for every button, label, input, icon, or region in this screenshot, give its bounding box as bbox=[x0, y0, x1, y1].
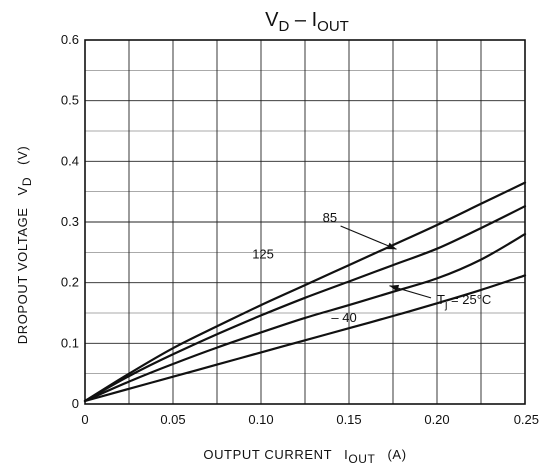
series-line bbox=[83, 181, 527, 403]
annotation-leaders bbox=[340, 225, 432, 299]
x-tick-label: 0.20 bbox=[424, 412, 449, 427]
title-dash: – bbox=[289, 9, 311, 31]
y-axis-label-text: DROPOUT VOLTAGE bbox=[15, 207, 30, 344]
x-axis-label-text: OUTPUT CURRENT bbox=[203, 447, 332, 462]
y-axis-unit: (V) bbox=[15, 146, 30, 165]
x-tick-label: 0.15 bbox=[336, 412, 361, 427]
y-axis-label: DROPOUT VOLTAGE VD (V) bbox=[15, 146, 34, 345]
leader-arrowhead bbox=[386, 242, 397, 250]
x-tick-label: 0 bbox=[81, 412, 88, 427]
y-tick-label: 0.3 bbox=[61, 214, 79, 229]
series-label: 85 bbox=[323, 210, 337, 225]
major-gridlines bbox=[85, 40, 525, 404]
y-tick-label: 0.1 bbox=[61, 335, 79, 350]
x-tick-labels: 0 0.05 0.10 0.15 0.20 0.25 bbox=[81, 412, 539, 427]
series-line bbox=[83, 274, 527, 403]
y-tick-label: 0.4 bbox=[61, 153, 79, 168]
leader-arrowhead bbox=[389, 284, 400, 292]
y-axis-symbol: V bbox=[15, 186, 30, 195]
plot-frame bbox=[84, 39, 526, 405]
y-axis-symbol-sub: D bbox=[20, 177, 34, 186]
series-label: 125 bbox=[252, 246, 274, 261]
y-tick-label: 0 bbox=[72, 396, 79, 411]
series-line bbox=[83, 205, 527, 403]
series-label: Tj = 25°C bbox=[437, 292, 491, 311]
y-tick-label: 0.2 bbox=[61, 275, 79, 290]
y-tick-label: 0.5 bbox=[61, 93, 79, 108]
title-second-sub: OUT bbox=[317, 18, 349, 35]
x-tick-label: 0.05 bbox=[160, 412, 185, 427]
title-second: I bbox=[312, 9, 318, 31]
chart-title: VD – IOUT bbox=[265, 9, 349, 35]
y-tick-labels: 0 0.1 0.2 0.3 0.4 0.5 0.6 bbox=[61, 32, 79, 411]
series-curves bbox=[83, 181, 527, 403]
leader-line bbox=[340, 225, 397, 250]
title-main: V bbox=[265, 9, 279, 31]
series-label: – 40 bbox=[331, 310, 356, 325]
minor-gridlines bbox=[85, 70, 525, 374]
x-axis-symbol: I bbox=[344, 447, 348, 462]
x-tick-label: 0.10 bbox=[248, 412, 273, 427]
x-axis-label: OUTPUT CURRENT IOUT (A) bbox=[203, 447, 406, 466]
series-annotations: 125 85 – 40 Tj = 25°C bbox=[252, 210, 491, 325]
title-main-sub: D bbox=[279, 18, 290, 35]
series-line bbox=[83, 233, 527, 403]
x-tick-label: 0.25 bbox=[514, 412, 539, 427]
x-axis-symbol-sub: OUT bbox=[348, 452, 375, 466]
x-axis-unit: (A) bbox=[388, 447, 407, 462]
y-tick-label: 0.6 bbox=[61, 32, 79, 47]
